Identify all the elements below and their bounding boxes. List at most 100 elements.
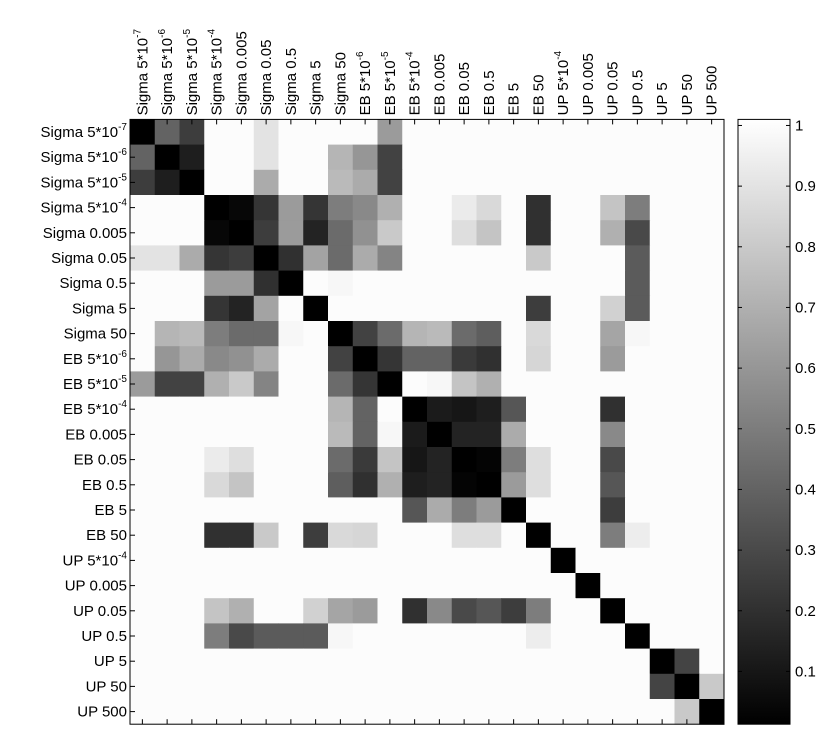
cell-19-23 xyxy=(699,598,725,624)
cell-12-2 xyxy=(179,421,205,448)
cell-8-15 xyxy=(501,321,527,347)
cell-1-2 xyxy=(179,144,205,171)
cell-18-13 xyxy=(451,573,477,599)
cell-8-10 xyxy=(377,321,403,347)
cell-22-2 xyxy=(179,673,205,700)
cell-9-3 xyxy=(204,346,230,372)
cell-6-13 xyxy=(451,270,477,297)
cell-15-21 xyxy=(649,497,675,524)
cell-20-18 xyxy=(575,623,601,650)
cell-14-12 xyxy=(427,472,453,498)
cell-18-14 xyxy=(476,573,502,599)
cell-7-11 xyxy=(402,295,428,322)
cell-9-22 xyxy=(674,346,700,372)
cell-11-4 xyxy=(229,396,255,423)
cell-19-21 xyxy=(649,598,675,624)
cell-21-13 xyxy=(451,648,477,675)
cell-11-11 xyxy=(402,396,428,423)
cell-19-5 xyxy=(253,598,279,624)
cell-19-12 xyxy=(427,598,453,624)
cell-2-22 xyxy=(674,169,700,196)
cell-9-19 xyxy=(600,346,626,372)
cell-7-9 xyxy=(352,295,378,322)
cell-17-8 xyxy=(328,547,354,574)
y-tick-label: EB 0.05 xyxy=(74,452,127,469)
cell-1-1 xyxy=(154,144,180,171)
cell-20-9 xyxy=(352,623,378,650)
cell-15-22 xyxy=(674,497,700,524)
cell-2-14 xyxy=(476,169,502,196)
cell-8-1 xyxy=(154,321,180,347)
cell-12-18 xyxy=(575,421,601,448)
cell-8-5 xyxy=(253,321,279,347)
cell-19-9 xyxy=(352,598,378,624)
cell-21-10 xyxy=(377,648,403,675)
cell-11-19 xyxy=(600,396,626,423)
cell-6-9 xyxy=(352,270,378,297)
colorbar-tick-label: 1 xyxy=(795,117,803,134)
cell-6-11 xyxy=(402,270,428,297)
cell-7-2 xyxy=(179,295,205,322)
cell-21-5 xyxy=(253,648,279,675)
cell-1-17 xyxy=(550,144,576,171)
cell-10-3 xyxy=(204,371,230,398)
cell-13-1 xyxy=(154,447,180,473)
cell-16-13 xyxy=(451,522,477,549)
y-tick-label: UP 5*10-4 xyxy=(62,550,127,569)
cell-11-17 xyxy=(550,396,576,423)
cell-13-4 xyxy=(229,447,255,473)
cell-11-20 xyxy=(625,396,651,423)
cell-4-9 xyxy=(352,220,378,246)
cell-2-23 xyxy=(699,169,725,196)
cell-4-3 xyxy=(204,220,230,246)
cell-13-19 xyxy=(600,447,626,473)
cell-9-1 xyxy=(154,346,180,372)
cell-11-5 xyxy=(253,396,279,423)
cell-18-3 xyxy=(204,573,230,599)
x-tick-label: Sigma 5*10-4 xyxy=(207,29,226,116)
cell-3-2 xyxy=(179,195,205,221)
cell-22-10 xyxy=(377,673,403,700)
cell-8-20 xyxy=(625,321,651,347)
cell-10-2 xyxy=(179,371,205,398)
cell-15-14 xyxy=(476,497,502,524)
cell-13-8 xyxy=(328,447,354,473)
cell-22-14 xyxy=(476,673,502,700)
cell-17-3 xyxy=(204,547,230,574)
cell-13-13 xyxy=(451,447,477,473)
cell-7-12 xyxy=(427,295,453,322)
cell-9-23 xyxy=(699,346,725,372)
heatmap-cells xyxy=(130,119,725,725)
cell-11-10 xyxy=(377,396,403,423)
cell-10-15 xyxy=(501,371,527,398)
cell-2-17 xyxy=(550,169,576,196)
cell-22-18 xyxy=(575,673,601,700)
x-tick-label: Sigma 5*10-6 xyxy=(157,29,176,116)
cell-7-7 xyxy=(303,295,329,322)
y-tick-label: Sigma 50 xyxy=(64,326,127,343)
cell-22-19 xyxy=(600,673,626,700)
cell-14-13 xyxy=(451,472,477,498)
cell-17-6 xyxy=(278,547,304,574)
cell-4-11 xyxy=(402,220,428,246)
cell-22-12 xyxy=(427,673,453,700)
cell-17-16 xyxy=(526,547,552,574)
cell-7-5 xyxy=(253,295,279,322)
cell-2-9 xyxy=(352,169,378,196)
cell-9-20 xyxy=(625,346,651,372)
cell-8-11 xyxy=(402,321,428,347)
cell-15-6 xyxy=(278,497,304,524)
y-tick-label: Sigma 0.005 xyxy=(43,225,127,242)
cell-5-2 xyxy=(179,245,205,272)
cell-20-19 xyxy=(600,623,626,650)
cell-2-11 xyxy=(402,169,428,196)
cell-15-8 xyxy=(328,497,354,524)
cell-17-18 xyxy=(575,547,601,574)
cell-10-16 xyxy=(526,371,552,398)
cell-9-9 xyxy=(352,346,378,372)
cell-13-14 xyxy=(476,447,502,473)
cell-18-4 xyxy=(229,573,255,599)
cell-19-20 xyxy=(625,598,651,624)
cell-6-21 xyxy=(649,270,675,297)
cell-19-22 xyxy=(674,598,700,624)
